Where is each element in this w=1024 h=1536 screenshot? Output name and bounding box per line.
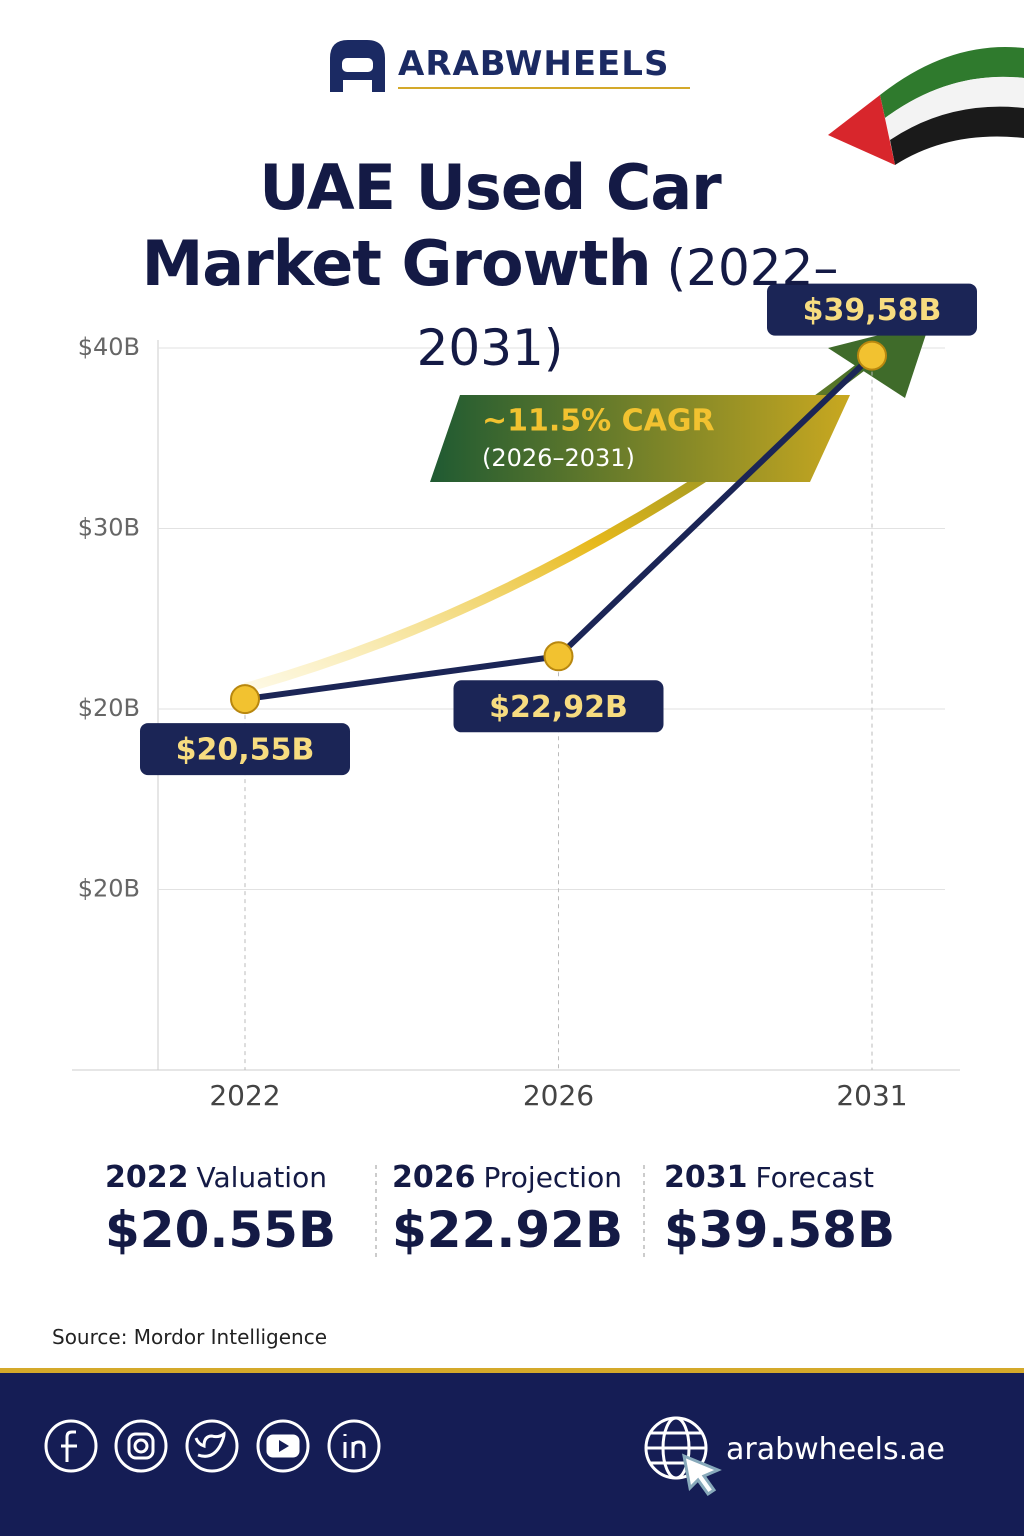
footer-rule [0, 1368, 1024, 1373]
value-label-box [453, 680, 664, 733]
summary-value: $20.55B [105, 1201, 337, 1259]
cagr-period: (2026–2031) [482, 444, 635, 472]
cagr-banner: ~11.5% CAGR (2026–2031) [430, 395, 850, 482]
linkedin-icon[interactable] [327, 1419, 381, 1473]
summary-item: 2031 Forecast $39.58B [664, 1160, 895, 1259]
point [857, 340, 887, 371]
summary-label: Valuation [196, 1161, 327, 1194]
value-label: $20,55B [176, 733, 315, 768]
website-link[interactable]: arabwheels.ae [726, 1432, 945, 1467]
footer [0, 1373, 1024, 1536]
value-label: $22,92B [489, 690, 628, 725]
y-tick-label: $40B [78, 333, 140, 361]
summary-label: Forecast [755, 1161, 874, 1194]
x-tick-label: 2022 [209, 1079, 280, 1112]
youtube-icon[interactable] [256, 1419, 310, 1473]
y-tick-label: $20B [78, 694, 140, 722]
y-tick-label: $20B [78, 875, 140, 903]
chart-subtitle: (2022–2031) [416, 239, 839, 377]
flag [828, 46, 1024, 165]
title-text: UAE Used Car Market Growth [141, 151, 722, 300]
point [230, 684, 260, 715]
cagr-title: ~11.5% CAGR [482, 404, 715, 439]
x-tick-label: 2031 [836, 1079, 907, 1112]
summary-year: 2031 [664, 1160, 748, 1195]
point [543, 641, 574, 672]
source: Source: Mordor Intelligence [52, 1325, 328, 1349]
summary-value: $39.58B [664, 1201, 896, 1259]
summary-item: 2022 Valuation $20.55B [105, 1160, 336, 1259]
summary-item: 2026 Projection $22.92B [392, 1160, 623, 1259]
instagram-icon[interactable] [114, 1419, 168, 1473]
value-label-box [140, 723, 350, 776]
brand: ARABWHEELS [398, 44, 670, 84]
value-label-box [767, 283, 977, 336]
facebook-icon[interactable] [44, 1419, 98, 1473]
summary-label: Projection [483, 1161, 622, 1194]
cursor-icon [682, 1453, 722, 1497]
summary-value: $22.92B [392, 1201, 624, 1259]
logo [330, 40, 690, 92]
twitter-icon[interactable] [185, 1419, 239, 1473]
x-tick-label: 2026 [523, 1079, 594, 1112]
summary-year: 2026 [392, 1160, 476, 1195]
chart-title: UAE Used Car Market Growth (2022–2031) [130, 150, 850, 386]
value-label: $39,58B [803, 293, 942, 328]
y-tick-label: $30B [78, 514, 140, 542]
summary-year: 2022 [105, 1160, 189, 1195]
